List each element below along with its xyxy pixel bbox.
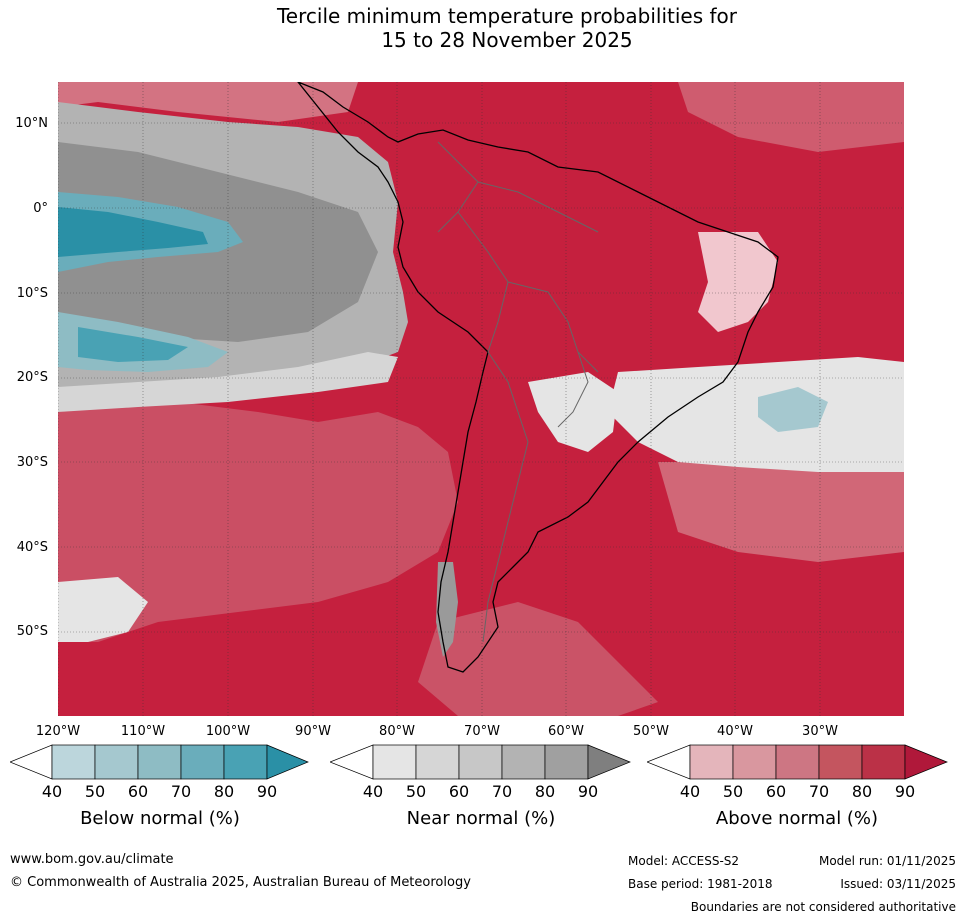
- lat-label-40s: 40°S: [16, 540, 48, 555]
- colorbar-near: [330, 744, 631, 780]
- lat-label-20s: 20°S: [16, 370, 48, 385]
- near-normal-atlantic: [608, 357, 904, 472]
- tick-label: 70: [170, 782, 192, 801]
- colorbar-above-bin: [818, 744, 863, 780]
- tick-label: 80: [534, 782, 556, 801]
- colorbar-above-arrow-left: [647, 744, 691, 780]
- lon-label-120w: 120°W: [35, 724, 81, 739]
- colorbar-above: [647, 744, 948, 780]
- colorbar-near-bin: [544, 744, 589, 780]
- tick-label: 80: [213, 782, 235, 801]
- base-period: Base period: 1981-2018: [628, 877, 773, 891]
- lat-label-10s: 10°S: [16, 286, 48, 301]
- south-america-coastline: [297, 82, 779, 673]
- boundaries-disclaimer: Boundaries are not considered authoritat…: [690, 900, 956, 914]
- map-canvas: [58, 82, 904, 716]
- colorbar-near-arrow-left: [330, 744, 374, 780]
- lon-label-80w: 80°W: [379, 724, 415, 739]
- colorbar-above-bin: [732, 744, 777, 780]
- lat-label-0: 0°: [33, 201, 48, 216]
- lat-label-30s: 30°S: [16, 455, 48, 470]
- map-title-line-2: 15 to 28 November 2025: [381, 28, 633, 52]
- colorbar-above-title: Above normal (%): [715, 808, 879, 829]
- model-name: Model: ACCESS-S2: [628, 854, 740, 868]
- lon-label-70w: 70°W: [464, 724, 500, 739]
- tick-label: 90: [256, 782, 278, 801]
- colorbar-below-arrow-left: [10, 744, 53, 780]
- below-normal-south-core: [78, 327, 188, 362]
- lon-label-110w: 110°W: [120, 724, 166, 739]
- below-normal-core: [58, 207, 208, 257]
- colorbar-above-arrow-right: [904, 744, 948, 780]
- lon-label-30w: 30°W: [802, 724, 838, 739]
- colorbar-below-title: Below normal (%): [80, 808, 240, 829]
- tick-label: 70: [491, 782, 513, 801]
- colorbar-below-bin: [137, 744, 182, 780]
- colorbar-near-bin: [372, 744, 417, 780]
- tick-label: 70: [808, 782, 830, 801]
- colorbar-below-bin: [223, 744, 268, 780]
- source-url: www.bom.gov.au/climate: [10, 852, 174, 867]
- lon-label-50w: 50°W: [633, 724, 669, 739]
- tick-label: 60: [765, 782, 787, 801]
- above-normal-light-patch-north: [58, 82, 358, 122]
- colorbar-below: [10, 744, 309, 780]
- tick-label: 50: [722, 782, 744, 801]
- tick-label: 60: [127, 782, 149, 801]
- lon-label-40w: 40°W: [717, 724, 753, 739]
- map-title-line-1: Tercile minimum temperature probabilitie…: [276, 4, 738, 28]
- model-run: Model run: 01/11/2025: [818, 854, 956, 868]
- colorbar-near-arrow-right: [587, 744, 631, 780]
- tick-label: 40: [41, 782, 63, 801]
- lon-label-100w: 100°W: [205, 724, 251, 739]
- colorbar-near-title: Near normal (%): [406, 808, 556, 829]
- below-normal-atlantic: [758, 387, 828, 432]
- tick-label: 50: [405, 782, 427, 801]
- colorbar-near-bin: [415, 744, 460, 780]
- tick-label: 40: [362, 782, 384, 801]
- tick-label: 90: [894, 782, 916, 801]
- colorbar-near-bin: [501, 744, 546, 780]
- lon-label-60w: 60°W: [548, 724, 584, 739]
- copyright: © Commonwealth of Australia 2025, Austra…: [10, 875, 471, 890]
- map-title: Tercile minimum temperature probabilitie…: [0, 4, 965, 52]
- graticule: [58, 82, 904, 716]
- tick-label: 40: [679, 782, 701, 801]
- above-normal-light-patch-ne: [678, 82, 904, 152]
- colorbar-below-bin: [51, 744, 96, 780]
- lat-label-10n: 10°N: [15, 116, 48, 131]
- tick-label: 90: [577, 782, 599, 801]
- colorbar-above-bin: [861, 744, 906, 780]
- tick-label: 80: [851, 782, 873, 801]
- probability-map: [58, 82, 904, 716]
- colorbar-below-bin: [94, 744, 139, 780]
- colorbar-below-arrow-right: [266, 744, 309, 780]
- tick-label: 50: [84, 782, 106, 801]
- issued-date: Issued: 03/11/2025: [840, 877, 956, 891]
- above-normal-light-patch-south: [418, 602, 658, 716]
- colorbar-above-bin: [689, 744, 734, 780]
- country-borders: [437, 141, 599, 643]
- lat-label-50s: 50°S: [16, 624, 48, 639]
- colorbar-below-bin: [180, 744, 225, 780]
- low-probability-ne-brazil: [698, 232, 778, 332]
- above-normal-light-patch-east: [658, 462, 904, 562]
- colorbar-near-bin: [458, 744, 503, 780]
- low-probability-southwest: [58, 577, 148, 642]
- lon-label-90w: 90°W: [295, 724, 331, 739]
- colorbar-above-bin: [775, 744, 820, 780]
- tick-label: 60: [448, 782, 470, 801]
